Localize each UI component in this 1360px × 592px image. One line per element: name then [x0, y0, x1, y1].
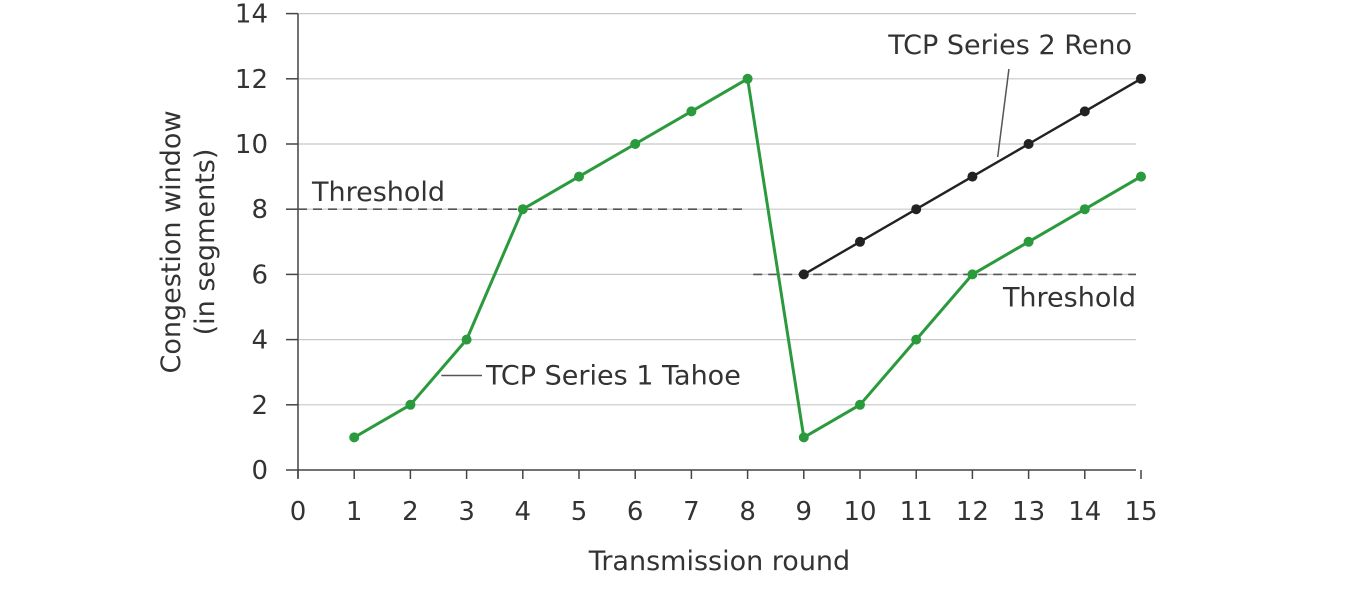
x-tick-label: 12 — [956, 497, 989, 527]
data-point-tahoe — [630, 139, 641, 149]
data-point-reno — [1079, 106, 1090, 117]
x-tick-label: 1 — [346, 497, 363, 527]
data-point-tahoe — [798, 432, 809, 443]
x-tick-label: 6 — [627, 497, 644, 527]
y-tick-label: 8 — [251, 195, 268, 225]
x-tick-label: 9 — [796, 497, 813, 527]
x-tick-label: 10 — [843, 497, 876, 527]
y-tick-label: 0 — [251, 456, 268, 486]
data-point-tahoe — [686, 106, 697, 117]
x-tick-label: 15 — [1124, 497, 1157, 527]
x-tick-label: 7 — [683, 497, 700, 527]
data-point-reno — [911, 204, 922, 215]
y-tick-label: 6 — [251, 260, 268, 290]
y-tick-label: 12 — [235, 65, 268, 95]
x-tick-label: 14 — [1068, 497, 1101, 527]
x-tick-label: 8 — [739, 497, 756, 527]
y-tick-label: 14 — [235, 0, 268, 30]
x-tick-label: 4 — [515, 497, 532, 527]
x-tick-label: 13 — [1012, 497, 1045, 527]
data-point-tahoe — [574, 171, 584, 182]
data-point-tahoe — [1023, 236, 1034, 247]
series-line-tahoe — [353, 77, 1142, 439]
data-point-tahoe — [967, 269, 978, 280]
data-point-tahoe — [517, 204, 528, 215]
reno-leader-line — [996, 68, 1010, 158]
data-point-reno — [1023, 139, 1034, 149]
data-point-tahoe — [405, 399, 416, 410]
series-layer — [349, 73, 1146, 443]
y-axis-title: Congestion window (in segments) — [156, 110, 221, 373]
data-point-tahoe — [1079, 204, 1090, 215]
x-tick-label: 11 — [900, 497, 933, 527]
data-point-tahoe — [855, 399, 865, 410]
data-point-reno — [1136, 73, 1146, 84]
x-tick-label: 2 — [402, 497, 419, 527]
annotation-layer: TCP Series 1 Tahoe TCP Series 2 Reno — [441, 30, 1132, 391]
data-point-reno — [855, 236, 865, 247]
data-point-reno — [967, 171, 978, 182]
x-tick-label: 5 — [571, 497, 588, 527]
reno-annotation: TCP Series 2 Reno — [887, 30, 1132, 61]
y-axis-title-line: Congestion window — [156, 110, 187, 373]
data-point-reno — [798, 269, 809, 280]
x-axis-title: Transmission round — [588, 546, 850, 577]
threshold-layer: Threshold Threshold — [298, 177, 1136, 313]
data-point-tahoe — [1136, 171, 1146, 182]
data-point-tahoe — [742, 73, 753, 84]
data-point-tahoe — [461, 334, 472, 345]
data-point-tahoe — [349, 432, 360, 443]
x-tick-label: 0 — [290, 497, 307, 527]
x-tick-label: 3 — [458, 497, 475, 527]
tahoe-annotation: TCP Series 1 Tahoe — [485, 360, 741, 391]
y-axis-title-line: (in segments) — [190, 149, 221, 336]
y-tick-label: 4 — [251, 326, 268, 356]
threshold-label: Threshold — [1002, 282, 1136, 313]
threshold-label: Threshold — [311, 177, 445, 208]
data-point-tahoe — [911, 334, 922, 345]
y-tick-label: 2 — [251, 391, 268, 421]
y-tick-label: 10 — [235, 130, 268, 160]
